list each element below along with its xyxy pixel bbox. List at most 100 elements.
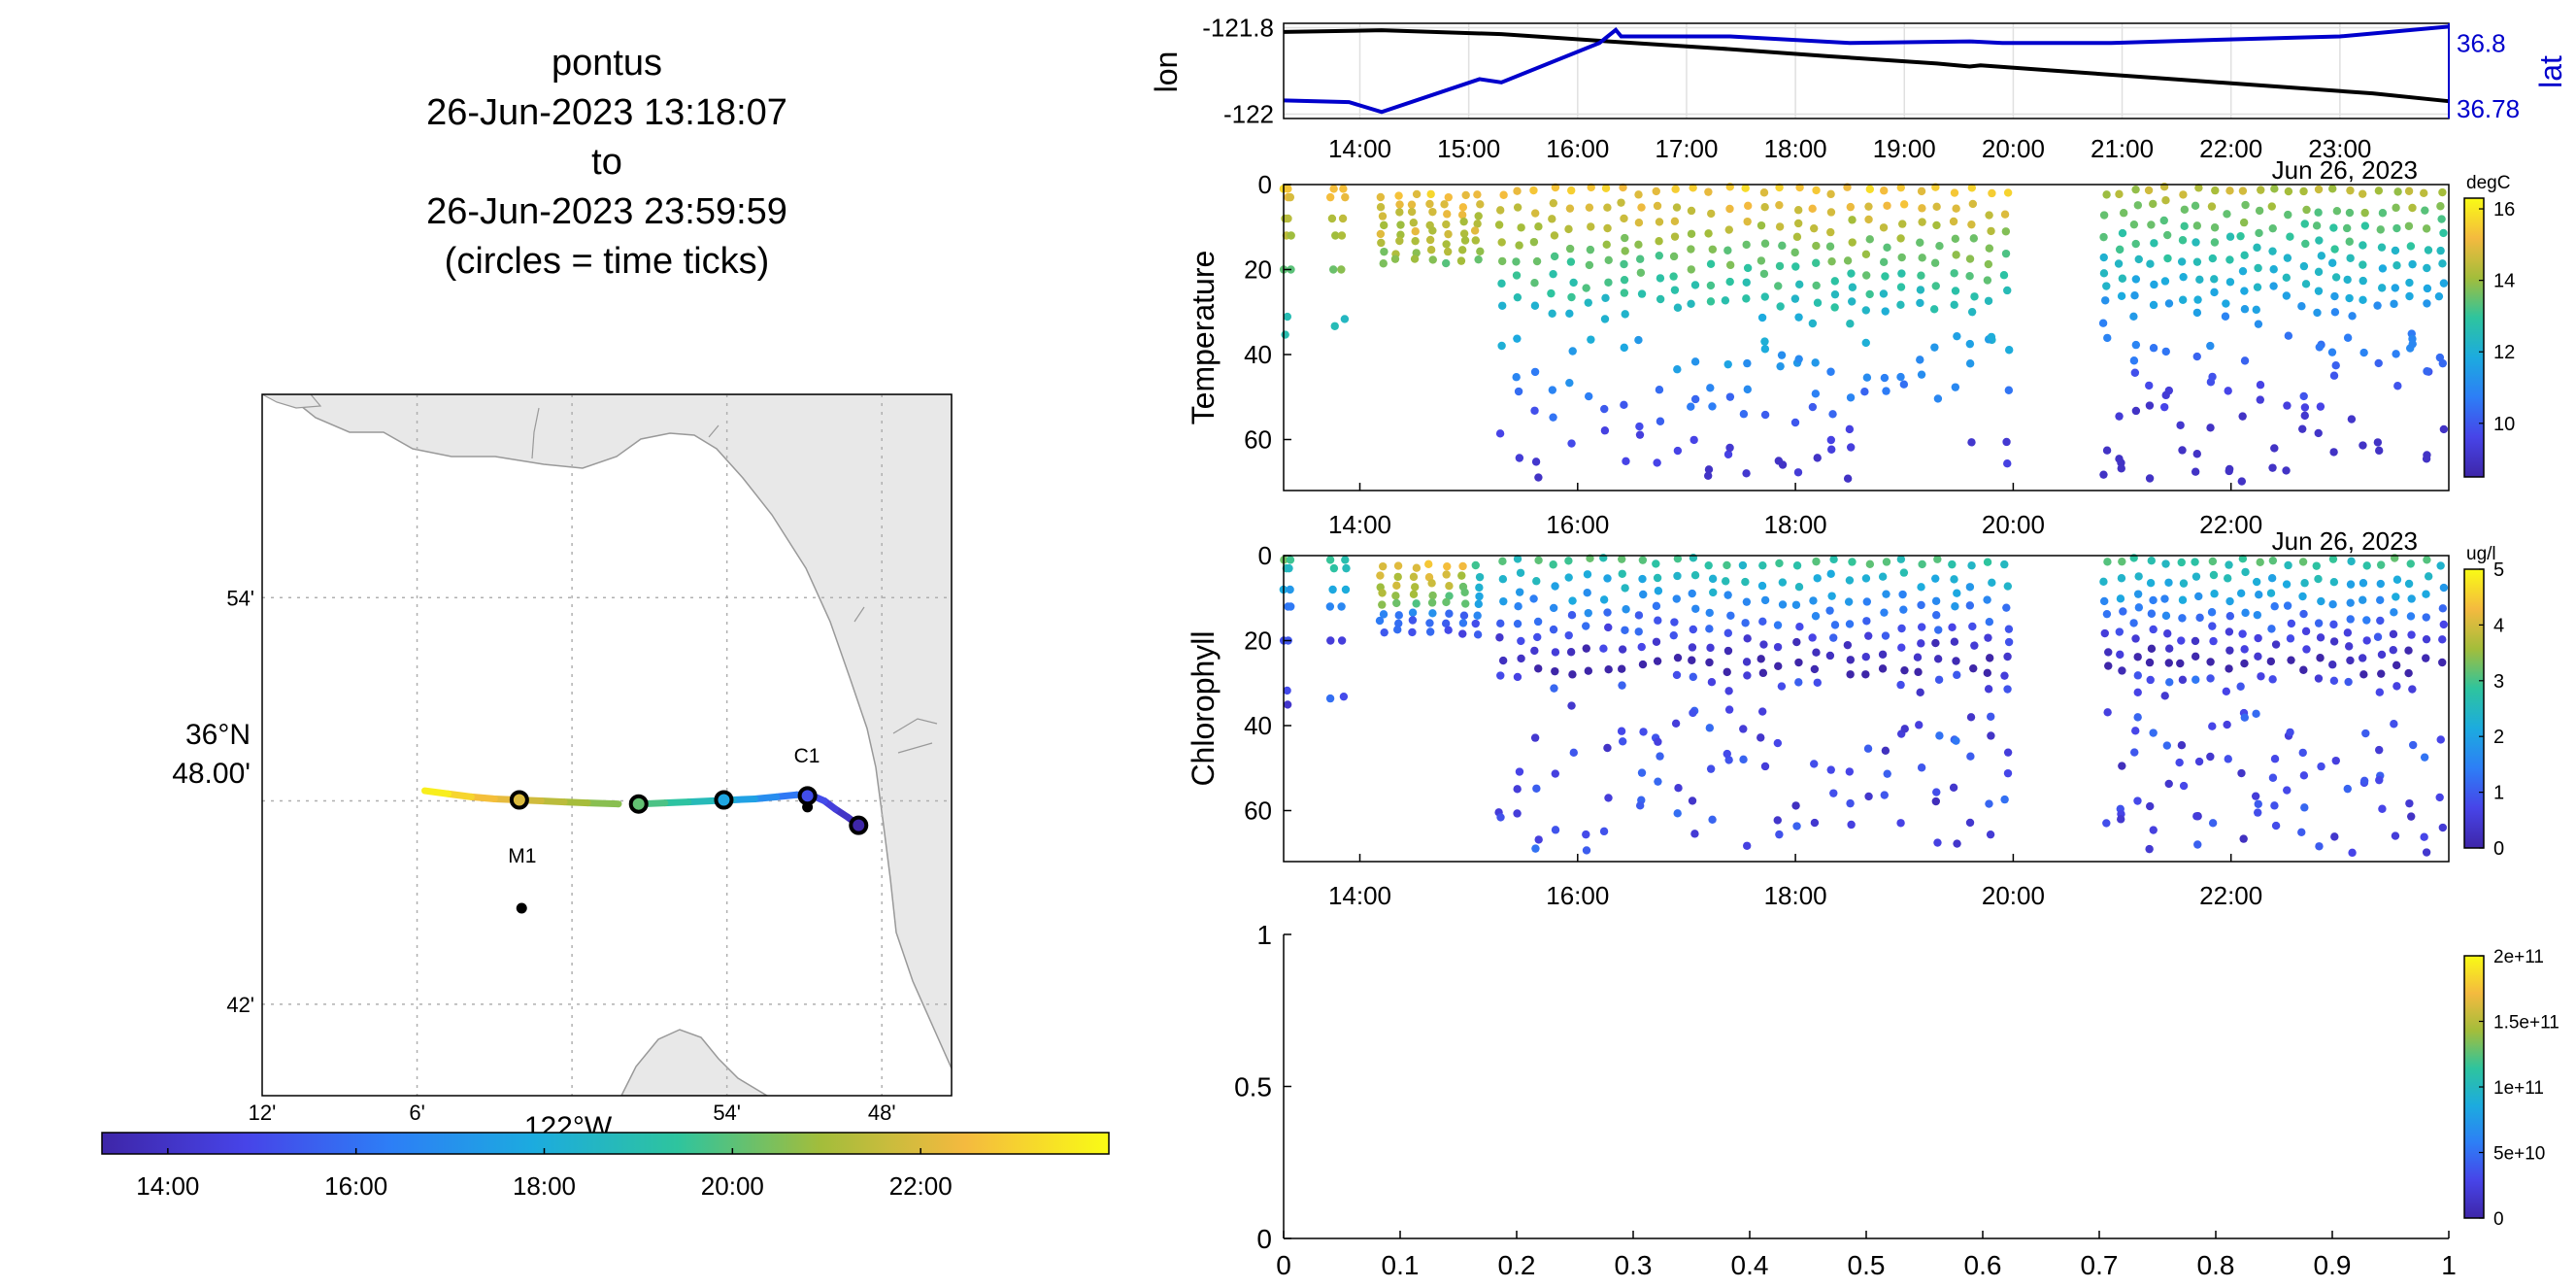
data-point [1826, 367, 1835, 376]
data-point [1934, 675, 1944, 684]
data-point [2377, 669, 2386, 678]
data-point [1531, 844, 1540, 853]
track-segment [661, 798, 692, 807]
data-point [1283, 312, 1292, 322]
data-point [2165, 678, 2174, 687]
data-point [2149, 625, 2158, 634]
data-point [1848, 283, 1857, 291]
data-point [1830, 277, 1839, 286]
data-point [1813, 454, 1822, 462]
data-point [2221, 312, 2230, 321]
data-point [1325, 192, 1335, 202]
data-point [1325, 602, 1335, 611]
data-point [1495, 206, 1505, 215]
data-point [1913, 653, 1923, 661]
y-tick-label: 40 [1244, 340, 1272, 369]
data-point [2150, 280, 2158, 289]
data-point [1652, 186, 1660, 196]
data-point [2438, 358, 2447, 368]
data-point [1654, 587, 1663, 595]
data-point [1380, 220, 1388, 230]
data-point [2118, 762, 2126, 770]
map-x-tick-label: 6' [409, 1101, 424, 1125]
data-point [1899, 605, 1908, 614]
data-point [2435, 793, 2444, 802]
data-point [2424, 246, 2433, 254]
data-point [1395, 200, 1404, 209]
data-point [1652, 601, 1661, 611]
data-point [1724, 705, 1734, 714]
data-point [1653, 573, 1662, 583]
lonlat-y-tick-label: -121.8 [1202, 13, 1274, 42]
data-point [1534, 664, 1543, 673]
data-point [2438, 823, 2448, 832]
data-point [2422, 654, 2430, 662]
data-point [1846, 202, 1856, 212]
data-point [2240, 645, 2249, 654]
data-point [1587, 183, 1595, 192]
data-point [1825, 606, 1834, 615]
data-point [1673, 554, 1683, 563]
data-point [2406, 612, 2416, 621]
data-point [2192, 308, 2202, 318]
colorbar-tick-label: 5 [2493, 559, 2504, 581]
data-point [1759, 188, 1769, 197]
data-point [2439, 583, 2449, 593]
data-point [2129, 312, 2138, 322]
data-point [1812, 281, 1821, 290]
data-point [1917, 583, 1925, 592]
data-point [1672, 203, 1682, 212]
data-point [1459, 217, 1468, 226]
data-point [2240, 356, 2250, 365]
data-point [1687, 229, 1696, 238]
data-point [2286, 728, 2294, 737]
data-point [2003, 748, 2013, 757]
data-point [1604, 623, 1613, 632]
data-point [1378, 600, 1387, 609]
data-point [1337, 636, 1347, 645]
data-point [1896, 283, 1906, 291]
data-point [1637, 203, 1646, 212]
data-point [1496, 619, 1505, 628]
data-point [2179, 579, 2189, 588]
data-point [2164, 644, 2174, 653]
data-point [1587, 335, 1595, 344]
data-point [2284, 560, 2292, 570]
data-point [1756, 733, 1765, 742]
data-point [1808, 204, 1817, 214]
data-point [2116, 650, 2124, 660]
data-point [1551, 648, 1560, 657]
data-point [2254, 799, 2262, 808]
data-point [2330, 308, 2340, 317]
data-point [2159, 402, 2169, 412]
data-point [2254, 652, 2262, 661]
time-colorbar-tick-label: 14:00 [136, 1171, 199, 1201]
data-point [2104, 648, 2113, 657]
data-point [2147, 557, 2156, 565]
data-point [2404, 646, 2413, 655]
data-point [2300, 220, 2309, 228]
data-point [1931, 574, 1940, 583]
data-point [1743, 385, 1752, 394]
data-point [2315, 236, 2324, 245]
data-point [2149, 344, 2158, 353]
data-point [2268, 675, 2277, 684]
data-point [1916, 298, 1924, 308]
data-point [1337, 231, 1347, 240]
empty-colorbar-tick-label: 5e+10 [2493, 1144, 2545, 1165]
data-point [1637, 768, 1647, 777]
data-point [2003, 286, 2012, 295]
data-point [1792, 637, 1801, 647]
data-point [1409, 219, 1419, 227]
data-point [1551, 826, 1560, 834]
data-point [1428, 226, 1437, 235]
data-point [1411, 226, 1420, 236]
data-point [1880, 791, 1889, 799]
data-point [1966, 752, 1975, 761]
data-point [1567, 292, 1576, 302]
data-point [1897, 269, 1906, 278]
data-point [2343, 628, 2353, 637]
data-point [2327, 258, 2337, 267]
data-point [1656, 752, 1664, 761]
station-markers: M1 C1 [508, 745, 820, 914]
